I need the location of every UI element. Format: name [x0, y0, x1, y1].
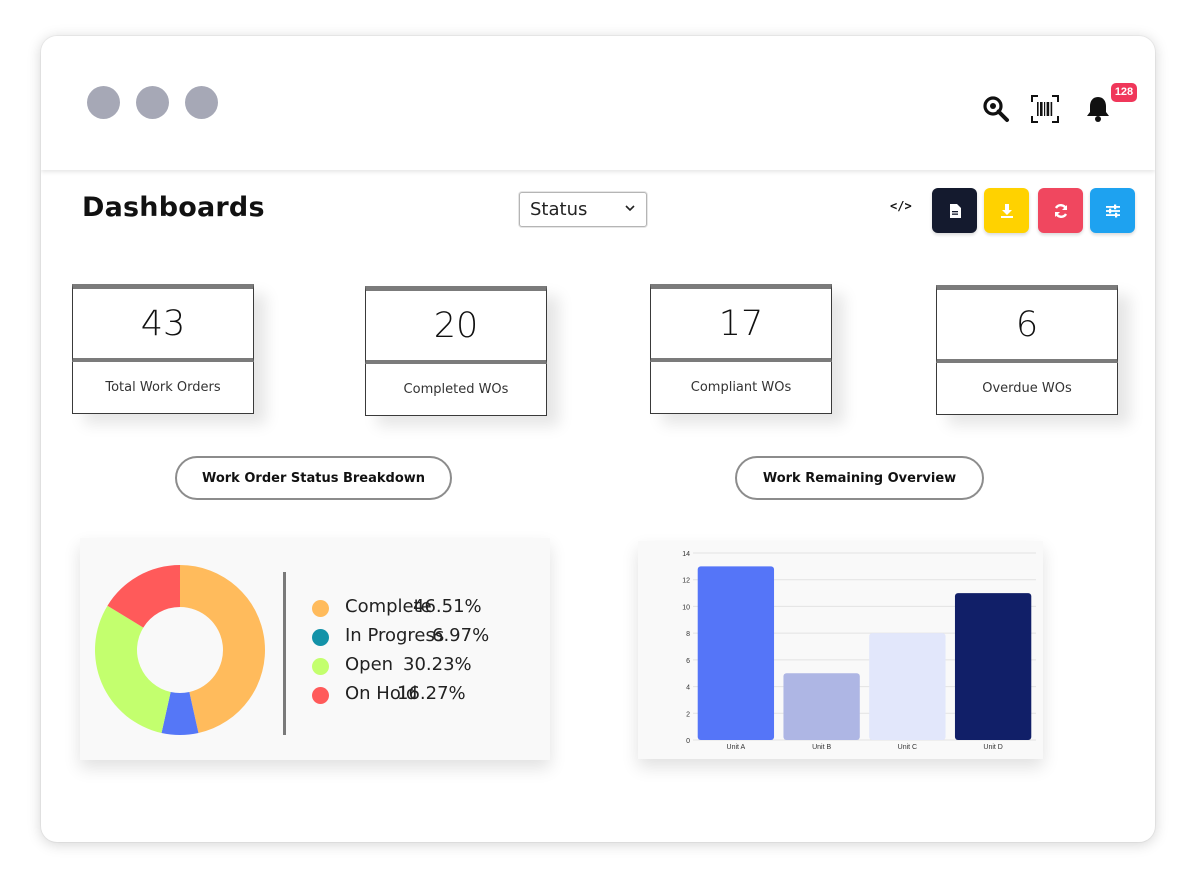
kpi-value: 6: [936, 285, 1118, 363]
x-tick-label: Unit C: [898, 744, 917, 751]
donut-chart: [94, 565, 266, 735]
legend-label: Open: [345, 654, 394, 675]
y-tick-label: 4: [686, 685, 690, 692]
chevron-down-icon: [625, 205, 635, 212]
notification-badge: 128: [1109, 81, 1139, 104]
kpi-label: Total Work Orders: [72, 362, 254, 414]
window-control-dot[interactable]: [87, 86, 120, 119]
bar-unit-a[interactable]: [697, 566, 775, 740]
kpi-value: 43: [72, 284, 254, 362]
bar-unit-d[interactable]: [954, 593, 1032, 740]
kpi-card-total: 43 Total Work Orders: [72, 284, 254, 414]
window-control-dot[interactable]: [185, 86, 218, 119]
kpi-card-completed: 20 Completed WOs: [365, 286, 547, 416]
document-button[interactable]: [932, 188, 977, 233]
bell-icon[interactable]: [1083, 94, 1113, 124]
y-tick-label: 8: [686, 631, 690, 638]
legend-percentage: 30.23%: [403, 654, 472, 675]
sliders-icon: [1105, 204, 1120, 217]
work-remaining-bar-panel: 0 2 4 6 8 10 12 14 Unit A Unit B Unit C Unit D: [638, 541, 1043, 759]
kpi-label: Compliant WOs: [650, 362, 832, 414]
bar-unit-c[interactable]: [869, 633, 946, 740]
legend-swatch: [312, 658, 329, 675]
window-control-dot[interactable]: [136, 86, 169, 119]
legend-label: Complete: [345, 596, 432, 617]
refresh-button[interactable]: [1038, 188, 1083, 233]
status-breakdown-button[interactable]: Work Order Status Breakdown: [175, 456, 452, 500]
kpi-card-compliant: 17 Compliant WOs: [650, 284, 832, 414]
x-tick-label: Unit B: [812, 744, 831, 751]
refresh-icon: [1054, 203, 1067, 218]
code-icon[interactable]: </>: [890, 199, 912, 213]
y-tick-label: 14: [682, 551, 690, 558]
legend-percentage: 6.97%: [432, 625, 490, 646]
kpi-value: 17: [650, 284, 832, 362]
barcode-icon[interactable]: [1030, 94, 1060, 124]
status-donut-panel: Complete 46.51% In Progress 6.97% Open 30.23%…: [80, 538, 550, 760]
status-dropdown-value: Status: [530, 199, 588, 220]
donut-slice-on-hold[interactable]: [107, 565, 180, 628]
download-button[interactable]: [984, 188, 1029, 233]
donut-slice-open[interactable]: [94, 605, 171, 733]
y-tick-label: 2: [686, 711, 690, 718]
donut-slice-complete[interactable]: [180, 565, 266, 733]
donut-slice-in-progress[interactable]: [161, 691, 199, 735]
kpi-label: Overdue WOs: [936, 363, 1118, 415]
legend-divider: [283, 572, 286, 735]
search-icon[interactable]: [981, 94, 1011, 124]
page-title: Dashboards: [82, 192, 265, 223]
remaining-overview-button[interactable]: Work Remaining Overview: [735, 456, 984, 500]
legend-label: In Progress: [345, 625, 445, 646]
kpi-card-overdue: 6 Overdue WOs: [936, 285, 1118, 415]
status-dropdown[interactable]: Status: [519, 192, 647, 227]
legend-swatch: [312, 687, 329, 704]
kpi-value: 20: [365, 286, 547, 364]
y-tick-label: 0: [686, 738, 690, 745]
y-tick-label: 12: [682, 578, 690, 585]
document-icon: [949, 203, 961, 218]
y-tick-label: 10: [682, 604, 690, 611]
y-tick-label: 6: [686, 658, 690, 665]
kpi-label: Completed WOs: [365, 364, 547, 416]
x-tick-label: Unit A: [727, 744, 746, 751]
legend-percentage: 16.27%: [397, 683, 466, 704]
filter-settings-button[interactable]: [1090, 188, 1135, 233]
x-tick-label: Unit D: [983, 744, 1002, 751]
legend-swatch: [312, 629, 329, 646]
bar-unit-b[interactable]: [783, 673, 860, 740]
bar-chart: 0 2 4 6 8 10 12 14 Unit A Unit B Unit C Unit D: [682, 551, 1036, 751]
legend-label: On Hold: [345, 683, 418, 704]
title-bar: 128: [41, 36, 1155, 170]
download-icon: [1000, 203, 1013, 218]
legend-percentage: 46.51%: [413, 596, 482, 617]
app-window: 128 Dashboards Status </>: [41, 36, 1155, 842]
legend-swatch: [312, 600, 329, 617]
